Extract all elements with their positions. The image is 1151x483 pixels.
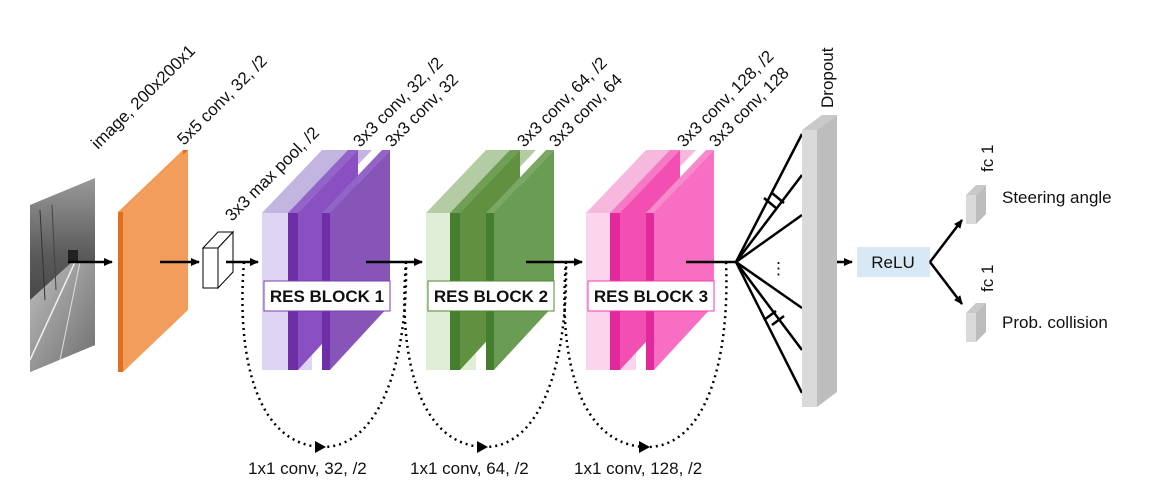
prob-collision-label: Prob. collision — [1002, 313, 1108, 332]
res-block-1-title: RES BLOCK 1 — [270, 287, 384, 306]
res-block-1-title-box — [263, 280, 391, 312]
shortcut-1-label: 1x1 conv, 32, /2 — [248, 459, 367, 478]
dropout-connections — [734, 133, 804, 394]
dropout-ellipsis: ⋮ — [770, 259, 787, 278]
conv5x5-layer — [118, 150, 188, 372]
res-block-3-title-box — [587, 280, 715, 312]
fc-steering-layer — [966, 185, 986, 224]
skip-arrowheads — [315, 441, 650, 453]
fc-collision-label: fc 1 — [978, 265, 997, 292]
dropout-layer — [802, 115, 837, 407]
input-image — [29, 178, 95, 372]
dropout-label: Dropout — [818, 47, 837, 108]
output-arrows — [929, 219, 963, 305]
res-block-1 — [262, 150, 390, 370]
steering-angle-label: Steering angle — [1002, 188, 1112, 207]
dropped-connection-markers — [763, 192, 785, 326]
res-block-3-title: RES BLOCK 3 — [594, 287, 708, 306]
shortcut-3-label: 1x1 conv, 128, /2 — [574, 459, 702, 478]
res-block-2 — [426, 150, 554, 370]
relu-box — [857, 247, 930, 277]
fc-collision-layer — [966, 303, 986, 342]
res-block-2-title-box — [427, 280, 555, 312]
res-block-2-title: RES BLOCK 2 — [434, 287, 548, 306]
relu-label: ReLU — [871, 253, 914, 272]
shortcut-2-label: 1x1 conv, 64, /2 — [410, 459, 529, 478]
fc-steering-label: fc 1 — [978, 145, 997, 172]
maxpool-layer — [201, 230, 235, 290]
conv5x5-label: 5x5 conv, 32, /2 — [173, 51, 270, 148]
res-block-3 — [586, 150, 714, 370]
